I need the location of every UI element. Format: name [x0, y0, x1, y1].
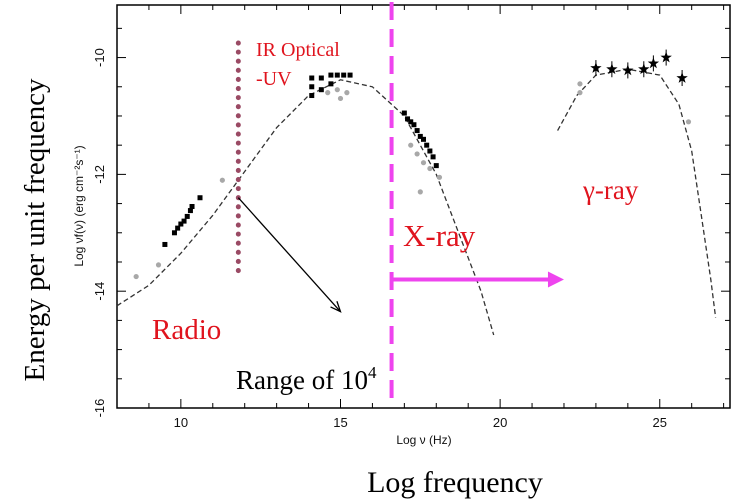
data-point-gray [334, 87, 340, 93]
ir-optical-uv-label-line2: -UV [256, 68, 292, 90]
plot-frame [116, 4, 731, 409]
x-tick-label: 25 [653, 415, 667, 430]
data-point [189, 204, 195, 209]
data-point [334, 72, 340, 78]
data-point [171, 230, 177, 236]
data-point [318, 87, 324, 93]
data-point-gray [219, 177, 225, 183]
x-tick-label: 10 [174, 415, 188, 430]
data-point-gray [408, 142, 414, 148]
range-label-superscript: 4 [368, 363, 377, 382]
data-point [162, 241, 168, 247]
x-tick-label: 20 [493, 415, 507, 430]
y-tick-label: -10 [92, 48, 107, 67]
data-point-gray [436, 174, 443, 180]
data-point-gray [685, 119, 692, 125]
data-point [414, 128, 420, 134]
model-curve [557, 68, 717, 318]
gamma-ray-label: γ-ray [582, 175, 639, 205]
axis-tick-labels: 10 15 20 25 -10 -12 -14 -16 [92, 48, 667, 430]
data-point-gray [133, 273, 139, 280]
data-point [175, 225, 181, 231]
range-label-text: Range of 10 [236, 365, 368, 395]
data-point [424, 142, 430, 148]
data-point-gray [155, 262, 162, 268]
data-point-gray [414, 151, 420, 157]
data-point [433, 163, 439, 169]
data-points [133, 49, 692, 280]
data-point-gray [417, 189, 423, 195]
data-point [197, 195, 203, 201]
data-point [411, 122, 417, 128]
range-label: Range of 104 [236, 363, 377, 395]
y-axis-label: Log νf(ν) (erg cm⁻²s⁻¹) [72, 145, 86, 266]
data-point-gray [577, 90, 583, 96]
data-point-gray [325, 90, 331, 96]
radio-label: Radio [152, 314, 221, 346]
y-tick-label: -16 [92, 399, 107, 418]
data-point [178, 221, 184, 227]
data-point [184, 213, 190, 219]
y-tick-label: -14 [92, 282, 107, 301]
data-point-gray [577, 81, 583, 87]
data-point [421, 136, 426, 142]
data-point-gray [344, 90, 350, 96]
data-point [328, 72, 334, 78]
axis-ticks [116, 5, 730, 409]
data-point [309, 75, 315, 81]
data-point-gray [337, 95, 344, 102]
xray-arrow-head [547, 271, 564, 288]
data-point-gray [427, 165, 433, 172]
data-point [328, 81, 334, 87]
data-point-gray [420, 160, 427, 166]
outer-y-label: Energy per unit frequency [19, 78, 51, 382]
outer-x-label: Log frequency [367, 466, 543, 499]
data-point [341, 72, 347, 78]
model-curves [116, 68, 717, 336]
data-point [347, 72, 353, 78]
band-markers [235, 2, 564, 404]
ir-optical-uv-label-line1: IR Optical [256, 39, 340, 61]
data-point [318, 75, 324, 81]
data-point [405, 116, 411, 122]
data-point [417, 133, 423, 139]
data-point [427, 148, 433, 154]
data-point [187, 208, 193, 214]
range-arrow-shaft [237, 197, 341, 313]
range-arrow-head [330, 301, 342, 313]
data-point [309, 84, 315, 90]
data-point [430, 154, 436, 160]
y-tick-label: -12 [92, 165, 107, 184]
xray-label: X-ray [403, 218, 476, 253]
data-point [408, 119, 414, 125]
data-point [309, 93, 315, 99]
x-axis-label: Log ν (Hz) [396, 433, 451, 447]
data-point [401, 110, 407, 116]
model-curve [116, 79, 495, 336]
data-point [181, 218, 187, 224]
x-tick-label: 15 [333, 415, 347, 430]
